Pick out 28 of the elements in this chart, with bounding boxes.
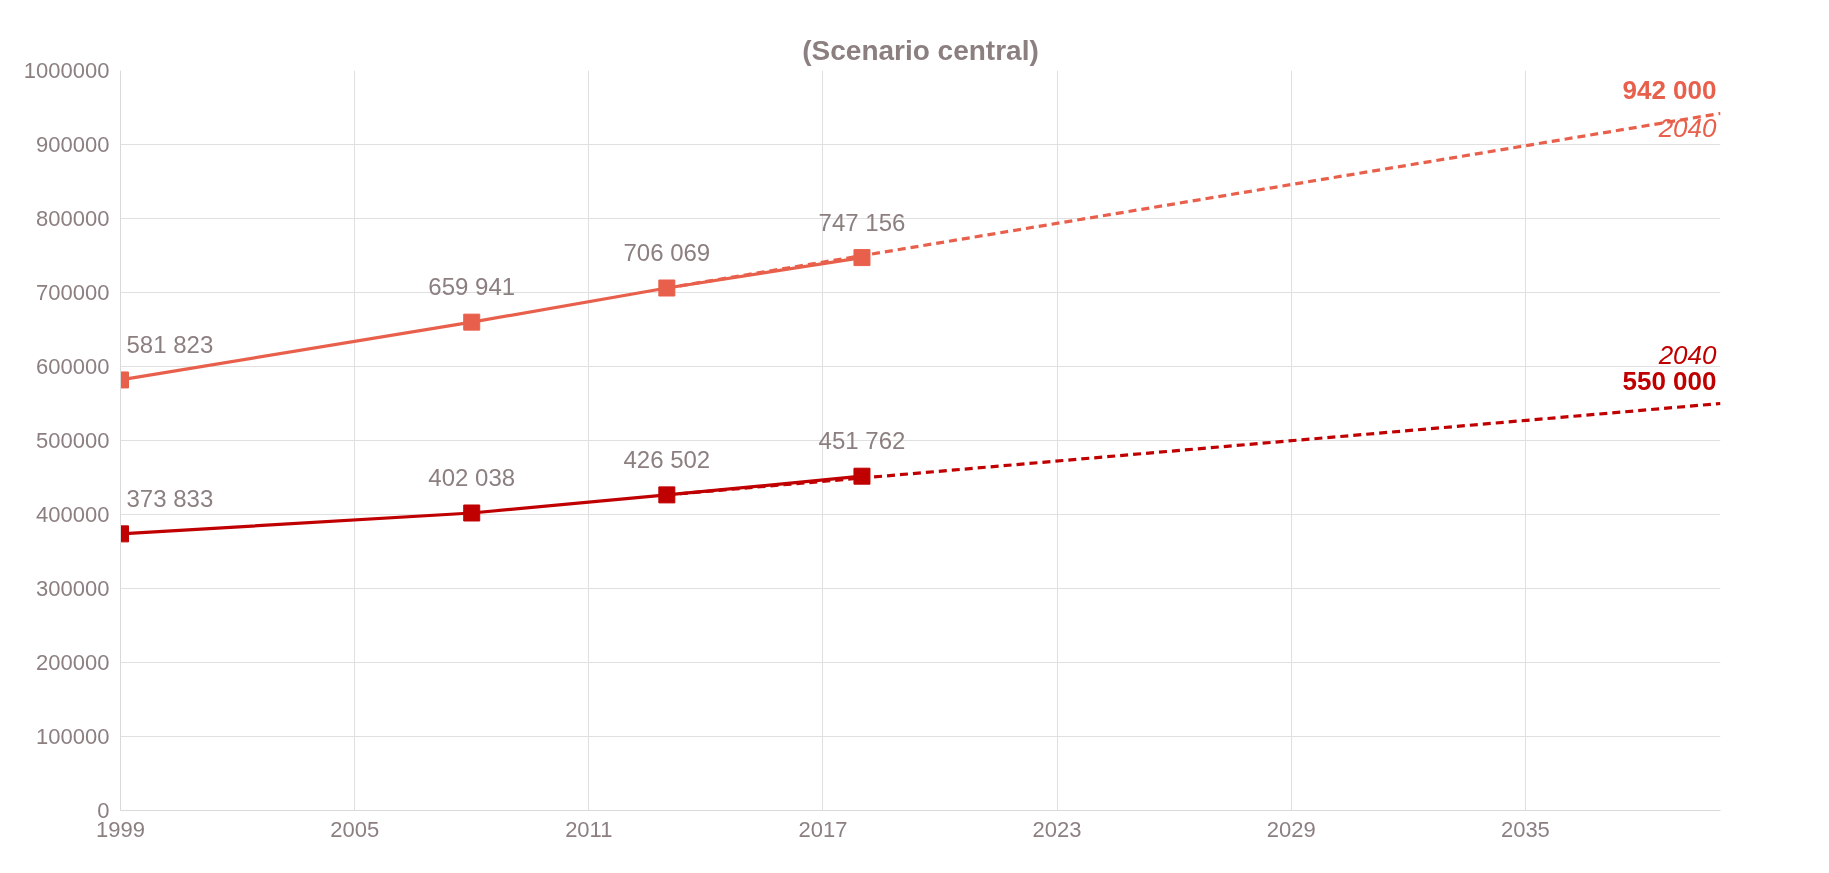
data-label: 659 941 xyxy=(428,273,516,301)
data-label: 451 762 xyxy=(818,427,906,455)
y-tick-label: 500000 xyxy=(36,428,110,453)
data-label: 942 000 xyxy=(1622,75,1717,106)
data-label: 747 156 xyxy=(818,208,906,236)
y-tick-label: 900000 xyxy=(36,132,110,157)
y-tick-label: 600000 xyxy=(36,354,110,379)
x-tick-label: 2029 xyxy=(1266,816,1316,842)
chart-title: (Scenario central) xyxy=(802,34,1039,66)
x-tick-label: 2011 xyxy=(565,816,613,842)
data-label: 426 502 xyxy=(623,445,711,473)
annotation: 2040 xyxy=(1657,113,1718,144)
data-label: 402 038 xyxy=(428,463,516,491)
y-tick-label: 400000 xyxy=(36,502,110,527)
x-tick-label: 2017 xyxy=(798,816,848,842)
y-tick-label: 300000 xyxy=(36,576,110,601)
x-tick-label: 2005 xyxy=(330,816,380,842)
y-tick-label: 0 xyxy=(97,798,110,823)
x-tick-label: 2035 xyxy=(1500,816,1550,842)
y-tick-label: 700000 xyxy=(36,280,110,305)
y-tick-label: 800000 xyxy=(36,206,110,231)
y-tick-label: 100000 xyxy=(36,724,110,749)
y-tick-label: 200000 xyxy=(36,650,110,675)
x-tick-label: 2023 xyxy=(1032,816,1082,842)
data-label: 706 069 xyxy=(623,239,711,267)
data-label: 373 833 xyxy=(126,484,214,512)
y-tick-label: 1000000 xyxy=(23,58,110,83)
data-label: 581 823 xyxy=(126,330,214,358)
